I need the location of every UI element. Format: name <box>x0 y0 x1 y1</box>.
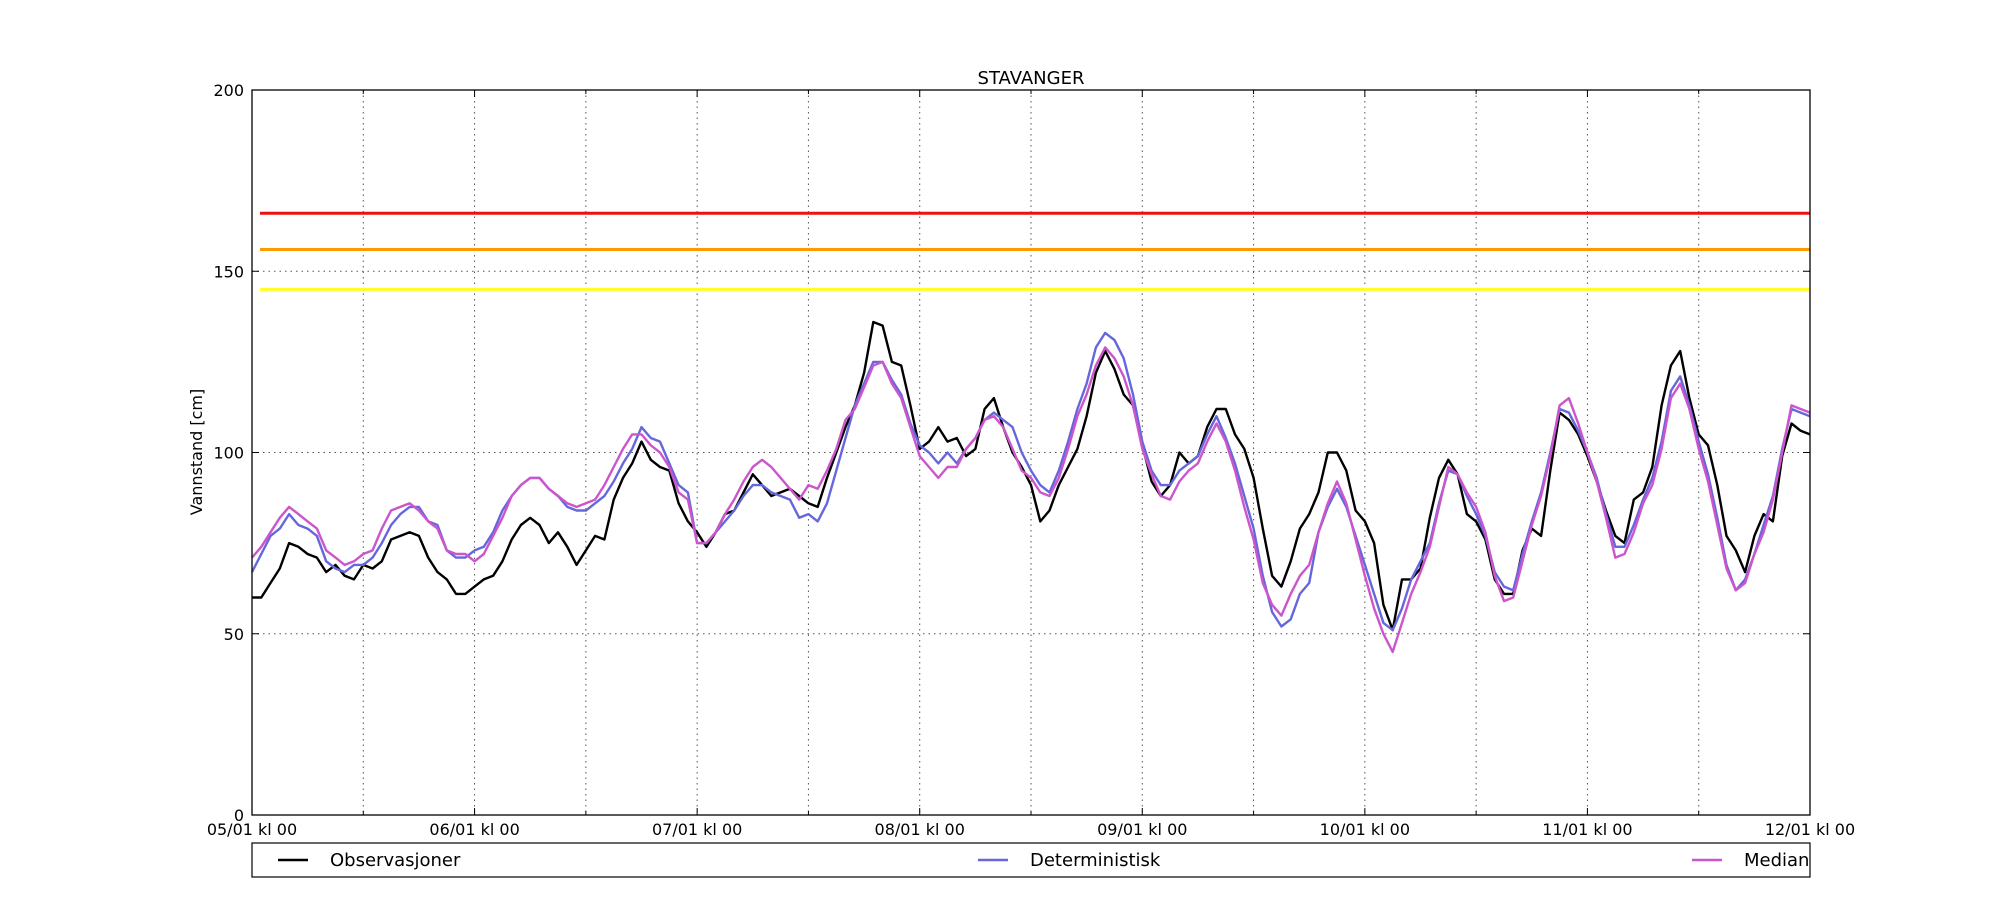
legend-label: Deterministisk <box>1030 850 1161 871</box>
legend-label: Median <box>1744 850 1809 871</box>
legend-label: Observasjoner <box>330 850 461 871</box>
x-tick-label: 05/01 kl 00 <box>207 820 297 839</box>
x-tick-label: 11/01 kl 00 <box>1542 820 1632 839</box>
y-tick-label: 200 <box>213 81 244 100</box>
y-tick-label: 0 <box>234 806 244 825</box>
threshold-lines <box>260 211 1810 291</box>
x-tick-label: 06/01 kl 00 <box>429 820 519 839</box>
series-lines <box>250 320 1811 654</box>
chart-title: STAVANGER <box>978 68 1085 89</box>
x-tick-label: 09/01 kl 00 <box>1097 820 1187 839</box>
legend-frame <box>251 842 1811 878</box>
x-tick-label: 08/01 kl 00 <box>875 820 965 839</box>
y-tick-label: 50 <box>224 625 244 644</box>
axis-ticks: 0 50 100 150 200 05/01 kl 00 06/01 kl 00 07/01 … <box>207 81 1855 839</box>
y-tick-label: 150 <box>213 262 244 281</box>
series-line-observasjoner <box>252 320 1811 632</box>
y-tick-label: 100 <box>213 444 244 463</box>
x-tick-label: 07/01 kl 00 <box>652 820 742 839</box>
y-axis-label: Vannstand [cm] <box>187 389 206 515</box>
legend: Observasjoner Deterministisk Median <box>251 842 1811 878</box>
x-tick-label: 12/01 kl 00 <box>1765 820 1855 839</box>
x-tick-label: 10/01 kl 00 <box>1320 820 1410 839</box>
series-line-median <box>251 346 1811 654</box>
